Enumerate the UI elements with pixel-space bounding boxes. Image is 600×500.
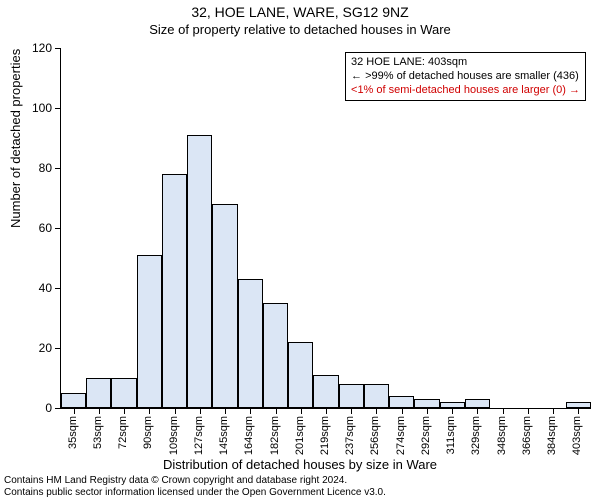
x-tick	[149, 408, 150, 414]
x-tick	[503, 408, 504, 414]
annotation-line3: <1% of semi-detached houses are larger (…	[351, 84, 580, 98]
x-tick-label: 348sqm	[496, 416, 508, 455]
y-tick	[55, 408, 61, 409]
x-tick-label: 90sqm	[142, 416, 154, 449]
y-tick-label: 0	[12, 401, 52, 415]
histogram-bar	[212, 204, 237, 408]
x-tick	[578, 408, 579, 414]
histogram-bar	[111, 378, 136, 408]
histogram-bar	[465, 399, 490, 408]
y-tick	[55, 108, 61, 109]
x-tick-label: 292sqm	[420, 416, 432, 455]
histogram-bar	[187, 135, 212, 408]
y-tick-label: 20	[12, 341, 52, 355]
histogram-bar	[339, 384, 364, 408]
x-tick	[326, 408, 327, 414]
x-tick-label: 35sqm	[67, 416, 79, 449]
x-tick	[351, 408, 352, 414]
x-tick	[175, 408, 176, 414]
figure-container: 32, HOE LANE, WARE, SG12 9NZ Size of pro…	[0, 0, 600, 500]
x-tick	[553, 408, 554, 414]
x-tick-label: 384sqm	[546, 416, 558, 455]
histogram-bar	[238, 279, 263, 408]
x-tick-label: 127sqm	[193, 416, 205, 455]
y-tick	[55, 48, 61, 49]
histogram-bar	[414, 399, 439, 408]
x-tick-label: 201sqm	[294, 416, 306, 455]
x-tick-label: 182sqm	[269, 416, 281, 455]
x-tick-label: 311sqm	[445, 416, 457, 454]
y-tick-label: 40	[12, 281, 52, 295]
chart-area: 32 HOE LANE: 403sqm ← >99% of detached h…	[60, 48, 590, 408]
histogram-bar	[86, 378, 111, 408]
x-tick	[477, 408, 478, 414]
y-tick-label: 80	[12, 161, 52, 175]
histogram-bar	[263, 303, 288, 408]
x-tick	[99, 408, 100, 414]
footer: Contains HM Land Registry data © Crown c…	[4, 475, 386, 498]
histogram-bar	[137, 255, 162, 408]
plot-area	[60, 48, 591, 409]
x-tick	[301, 408, 302, 414]
x-tick-label: 145sqm	[218, 416, 230, 455]
y-tick	[55, 348, 61, 349]
x-tick-label: 237sqm	[344, 416, 356, 455]
x-tick-label: 164sqm	[243, 416, 255, 455]
x-tick-label: 274sqm	[395, 416, 407, 455]
x-tick-label: 256sqm	[369, 416, 381, 455]
x-tick	[200, 408, 201, 414]
x-tick	[528, 408, 529, 414]
y-tick-label: 120	[12, 41, 52, 55]
footer-line2: Contains public sector information licen…	[4, 487, 386, 499]
histogram-bar	[389, 396, 414, 408]
annotation-box: 32 HOE LANE: 403sqm ← >99% of detached h…	[345, 52, 586, 101]
x-tick	[402, 408, 403, 414]
y-tick-label: 60	[12, 221, 52, 235]
x-tick-label: 366sqm	[521, 416, 533, 455]
annotation-line1: 32 HOE LANE: 403sqm	[351, 56, 580, 70]
x-tick-label: 403sqm	[571, 416, 583, 455]
annotation-line2: ← >99% of detached houses are smaller (4…	[351, 70, 580, 84]
histogram-bar	[288, 342, 313, 408]
y-tick	[55, 168, 61, 169]
histogram-bar	[162, 174, 187, 408]
x-tick-label: 109sqm	[168, 416, 180, 455]
histogram-bar	[61, 393, 86, 408]
x-tick-label: 72sqm	[117, 416, 129, 449]
y-tick	[55, 228, 61, 229]
footer-line1: Contains HM Land Registry data © Crown c…	[4, 475, 386, 487]
histogram-bar	[364, 384, 389, 408]
x-tick	[276, 408, 277, 414]
x-tick-label: 53sqm	[92, 416, 104, 449]
histogram-bar	[313, 375, 338, 408]
y-axis-label: Number of detached properties	[8, 49, 23, 228]
x-tick	[250, 408, 251, 414]
x-tick	[74, 408, 75, 414]
x-tick	[225, 408, 226, 414]
x-tick	[427, 408, 428, 414]
x-tick-label: 219sqm	[319, 416, 331, 455]
x-tick	[124, 408, 125, 414]
x-tick	[452, 408, 453, 414]
title-sub: Size of property relative to detached ho…	[0, 22, 600, 37]
y-tick-label: 100	[12, 101, 52, 115]
title-main: 32, HOE LANE, WARE, SG12 9NZ	[0, 4, 600, 20]
x-tick	[376, 408, 377, 414]
x-axis-label: Distribution of detached houses by size …	[0, 457, 600, 472]
x-tick-label: 329sqm	[470, 416, 482, 455]
y-tick	[55, 288, 61, 289]
